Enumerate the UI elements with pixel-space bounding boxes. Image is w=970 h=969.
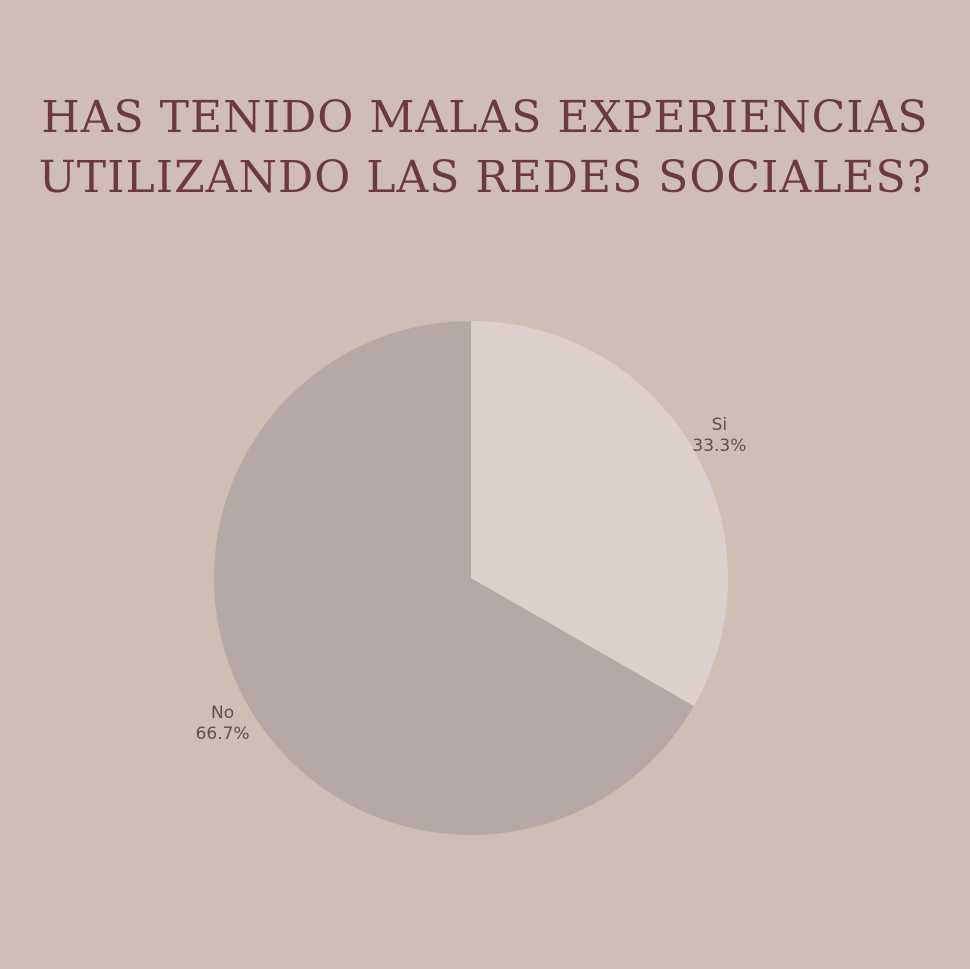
chart-title: HAS TENIDO MALAS EXPERIENCIAS UTILIZANDO… [0,88,970,208]
pie-label-name: No [211,703,234,723]
pie-label-value: 33.3% [692,436,746,456]
pie-slice-si [471,321,728,707]
pie-slice-no [213,321,694,835]
chart-title-line-2: UTILIZANDO LAS REDES SOCIALES? [38,152,932,203]
pie-label-value: 66.7% [196,724,250,744]
pie-label-name: Si [712,415,728,435]
pie-slices [213,321,728,835]
chart-title-line-1: HAS TENIDO MALAS EXPERIENCIAS [41,92,929,143]
